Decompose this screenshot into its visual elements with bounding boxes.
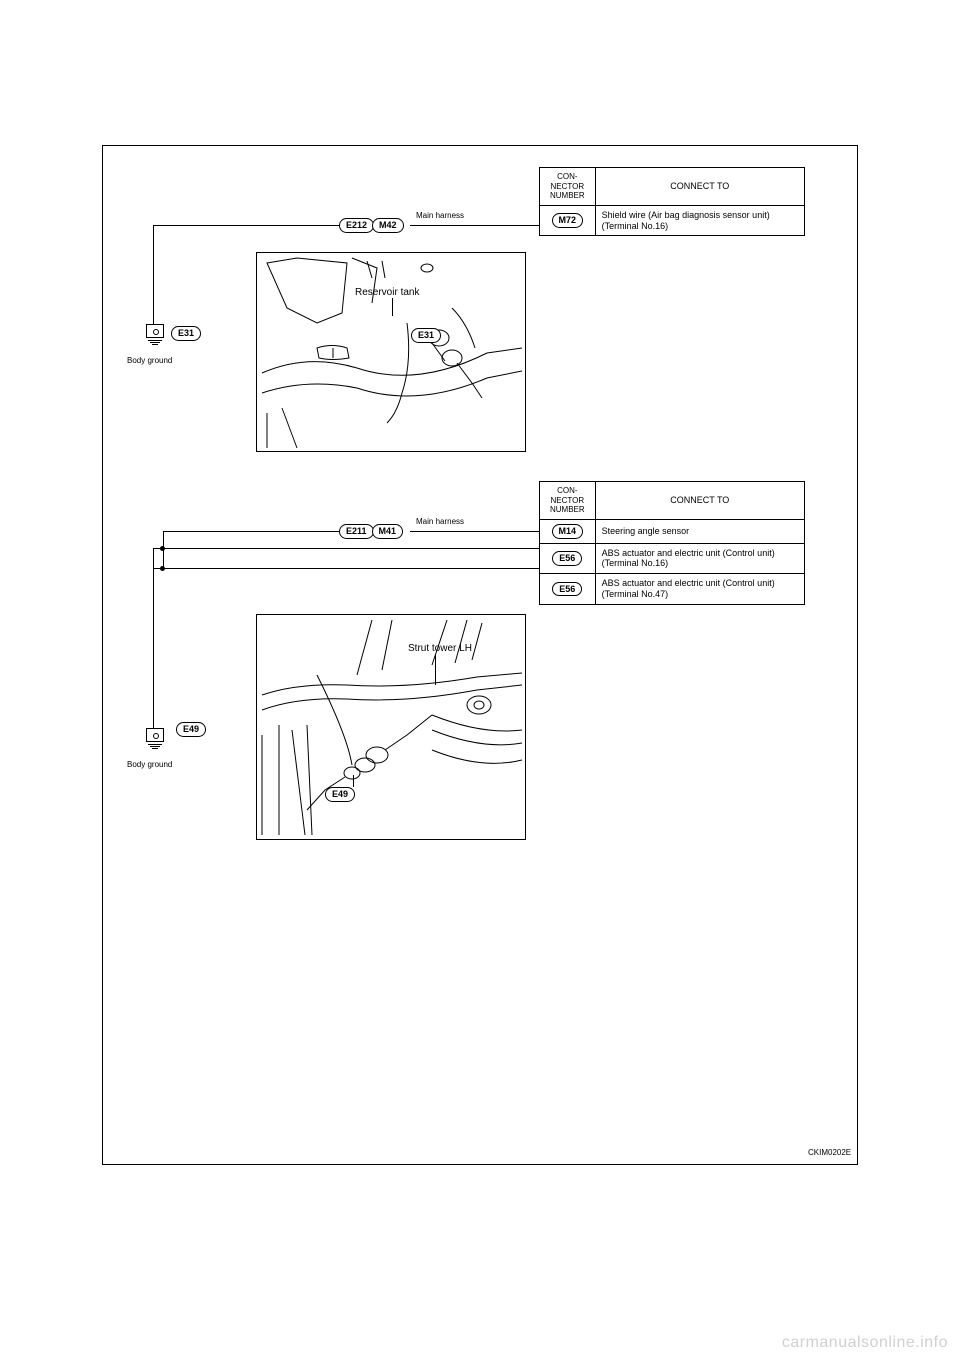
wire-line [410,531,539,532]
illustration-strut-tower [256,614,526,840]
pill-e212: E212 [339,218,374,233]
table2-row1-to: ABS actuator and electric unit (Control … [596,544,804,574]
wire-line [153,225,154,324]
wire-line [153,548,154,728]
main-harness-label-2: Main harness [416,517,464,526]
illustration-2-svg [257,615,526,840]
connector-table-2: CON- NECTOR NUMBER CONNECT TO M14 Steeri… [539,481,805,605]
table2-header-col2: CONNECT TO [596,482,804,519]
illustration-pill-e49: E49 [325,787,355,802]
body-ground-label-1: Body ground [127,356,172,365]
callout-lead-2b [353,775,354,787]
pill-m42: M42 [372,218,404,233]
table2-row2-conn: E56 [540,574,596,604]
wire-line [163,531,339,532]
table1-header-col1: CON- NECTOR NUMBER [540,168,596,205]
strut-tower-callout: Strut tower LH [408,643,472,654]
wire-line [153,548,539,549]
table2-header-col1: CON- NECTOR NUMBER [540,482,596,519]
callout-lead-2a [435,655,436,685]
table1-row0-to: Shield wire (Air bag diagnosis sensor un… [596,206,804,236]
pill-m41: M41 [372,524,404,539]
callout-lead-1 [392,298,393,316]
pill-e211: E211 [339,524,374,539]
connector-pair-1: E212 M42 [339,218,404,233]
figure-code: CKIM0202E [808,1148,851,1157]
reservoir-tank-callout: Reservoir tank [355,287,419,298]
table2-row2-to: ABS actuator and electric unit (Control … [596,574,804,604]
body-ground-label-2: Body ground [127,760,172,769]
table2-row0-conn: M14 [540,520,596,543]
body-ground-1 [144,324,166,346]
table1-row0-conn: M72 [540,206,596,236]
wire-junction [160,566,165,571]
wire-line [410,225,539,226]
ground-pill-e49: E49 [176,722,206,737]
table2-row1-conn: E56 [540,544,596,574]
connector-table-1: CON- NECTOR NUMBER CONNECT TO M72 Shield… [539,167,805,236]
ground-pill-e31: E31 [171,326,201,341]
body-ground-2 [144,728,166,750]
wire-line [153,568,539,569]
main-harness-label-1: Main harness [416,211,464,220]
connector-pair-2: E211 M41 [339,524,403,539]
illustration-pill-e31: E31 [411,328,441,343]
table1-header-col2: CONNECT TO [596,168,804,205]
watermark: carmanualsonline.info [782,1334,948,1352]
wire-line [153,225,339,226]
wire-junction [160,546,165,551]
table2-row0-to: Steering angle sensor [596,520,804,543]
illustration-1-svg [257,253,526,452]
illustration-reservoir-tank [256,252,526,452]
